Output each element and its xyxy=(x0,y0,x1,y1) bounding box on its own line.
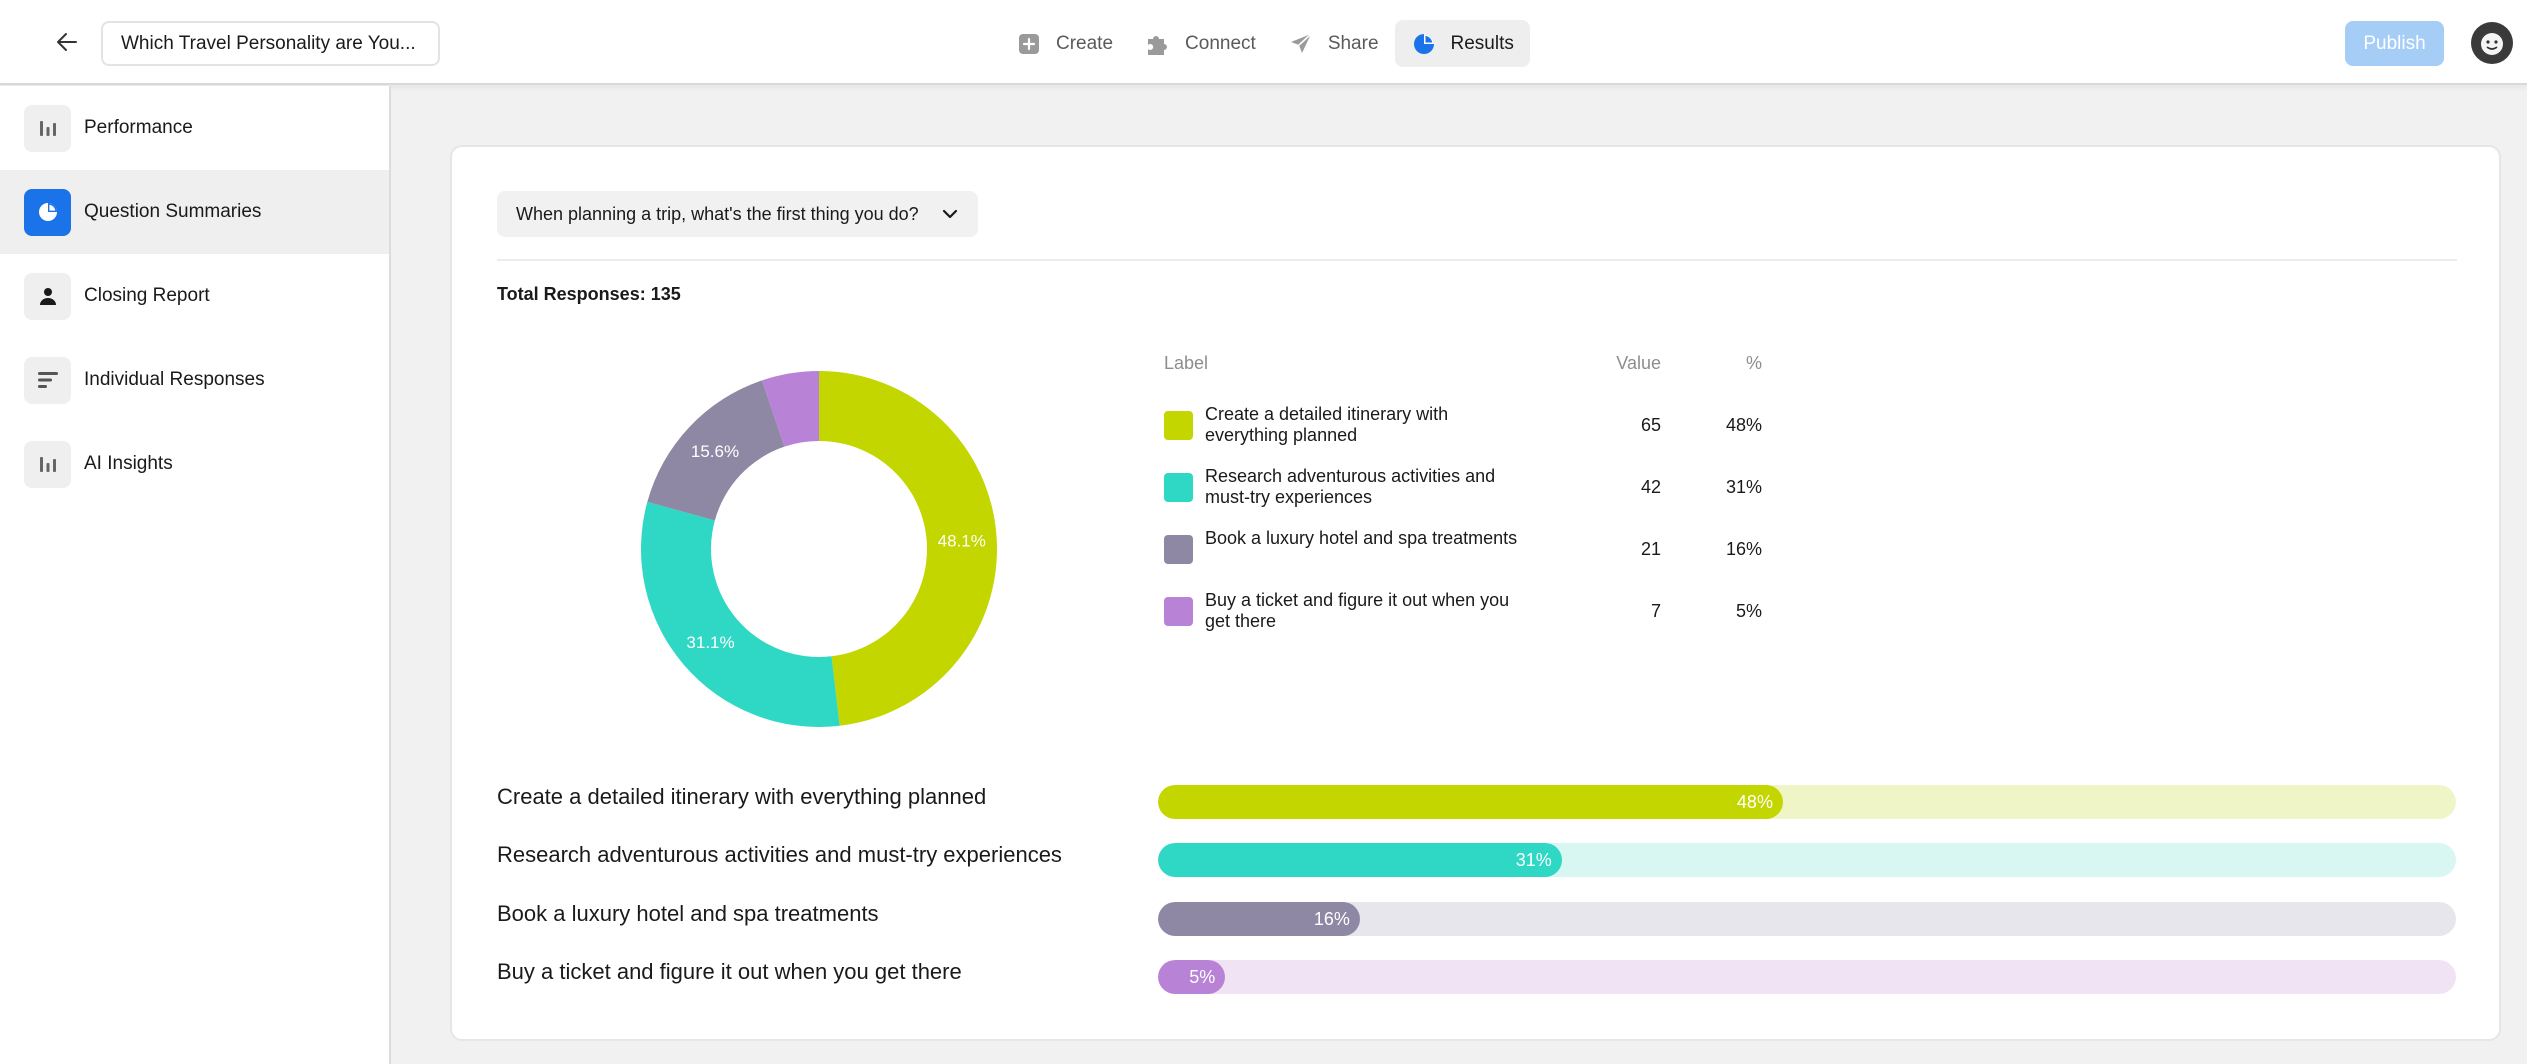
sidebar-item-label: Individual Responses xyxy=(84,369,265,390)
publish-button[interactable]: Publish xyxy=(2345,21,2444,66)
bar-label: Buy a ticket and figure it out when you … xyxy=(497,959,962,984)
legend-header-label: Label xyxy=(1164,353,1209,373)
bar-fill: 31% xyxy=(1158,843,1562,877)
sidebar-item-individual-responses[interactable]: Individual Responses xyxy=(0,338,389,422)
legend-label: Create a detailed itinerary with everyth… xyxy=(1205,404,1449,445)
lines-icon xyxy=(24,356,71,404)
legend-label: Book a luxury hotel and spa treatments xyxy=(1205,528,1518,548)
legend-percent: 48% xyxy=(1725,415,1762,435)
donut-slice xyxy=(647,380,785,521)
question-select-value: When planning a trip, what's the first t… xyxy=(516,203,919,224)
top-nav: Create Connect Share Results xyxy=(1000,20,1530,67)
donut-chart: 48.1% 31.1% 15.6% xyxy=(641,371,997,727)
legend-swatch xyxy=(1164,473,1193,502)
nav-connect-label: Connect xyxy=(1185,32,1256,54)
legend-row: Buy a ticket and figure it out when you … xyxy=(1161,582,1762,642)
legend-value: 42 xyxy=(1640,477,1661,497)
donut-slice-label: 48.1% xyxy=(938,532,986,551)
bar-chart-icon xyxy=(24,440,71,488)
face-icon xyxy=(2481,33,2503,55)
bar-track: 31% xyxy=(1158,843,2456,877)
sidebar-item-closing-report[interactable]: Closing Report xyxy=(0,254,389,338)
donut-slice xyxy=(641,501,840,727)
bar-track: 48% xyxy=(1158,785,2456,819)
donut-slice-label: 15.6% xyxy=(691,442,739,461)
legend-row: Research adventurous activities and must… xyxy=(1161,458,1762,518)
legend-swatch xyxy=(1164,535,1193,564)
donut-slice xyxy=(762,371,819,447)
nav-results-label: Results xyxy=(1450,32,1514,54)
back-button[interactable] xyxy=(47,22,87,62)
nav-create[interactable]: Create xyxy=(1000,20,1129,67)
chevron-down-icon xyxy=(942,209,958,219)
legend-label: Research adventurous activities and must… xyxy=(1205,466,1496,507)
pie-chart-icon xyxy=(1411,31,1437,57)
legend-swatch xyxy=(1164,411,1193,440)
person-icon xyxy=(24,272,71,320)
legend-value: 7 xyxy=(1650,601,1661,621)
puzzle-icon xyxy=(1145,31,1171,57)
legend-percent: 5% xyxy=(1735,601,1762,621)
question-summary-card: When planning a trip, what's the first t… xyxy=(450,145,2501,1041)
bar-chart-icon xyxy=(24,104,71,152)
arrow-left-icon xyxy=(57,33,77,51)
legend-label: Buy a ticket and figure it out when you … xyxy=(1205,590,1510,631)
sidebar-item-label: AI Insights xyxy=(84,453,173,474)
sidebar-item-performance[interactable]: Performance xyxy=(0,86,389,170)
legend-row: Book a luxury hotel and spa treatments 2… xyxy=(1161,520,1762,580)
bar-fill: 16% xyxy=(1158,902,1360,936)
legend-header-percent: % xyxy=(1745,353,1762,373)
bar-track: 5% xyxy=(1158,960,2456,994)
bar-fill: 5% xyxy=(1158,960,1226,994)
sidebar-item-label: Closing Report xyxy=(84,285,210,306)
nav-results[interactable]: Results xyxy=(1394,20,1530,67)
sidebar-item-label: Performance xyxy=(84,117,193,138)
paper-plane-icon xyxy=(1288,31,1314,57)
nav-create-label: Create xyxy=(1056,32,1114,54)
donut-slice-label: 31.1% xyxy=(686,633,734,652)
form-title-input[interactable]: Which Travel Personality are You... xyxy=(101,21,440,66)
top-bar: Which Travel Personality are You... Crea… xyxy=(0,0,2527,85)
question-select[interactable]: When planning a trip, what's the first t… xyxy=(497,191,978,237)
bar-label: Create a detailed itinerary with everyth… xyxy=(497,784,987,809)
sidebar-item-ai-insights[interactable]: AI Insights xyxy=(0,422,389,506)
nav-share[interactable]: Share xyxy=(1272,20,1395,67)
total-responses: Total Responses: 135 xyxy=(497,284,681,304)
sidebar: Performance Question Summaries Closing R… xyxy=(0,86,391,1064)
legend-value: 21 xyxy=(1640,539,1661,559)
plus-square-icon xyxy=(1016,31,1042,57)
sidebar-item-label: Question Summaries xyxy=(84,201,262,222)
bar-track: 16% xyxy=(1158,902,2456,936)
bar-label: Book a luxury hotel and spa treatments xyxy=(497,901,879,926)
avatar[interactable] xyxy=(2471,22,2513,64)
legend-percent: 31% xyxy=(1725,477,1762,497)
legend-percent: 16% xyxy=(1725,539,1762,559)
legend-row: Create a detailed itinerary with everyth… xyxy=(1161,396,1762,456)
donut-slice xyxy=(819,371,997,726)
legend-swatch xyxy=(1164,597,1193,626)
pie-chart-icon xyxy=(24,188,71,236)
sidebar-item-question-summaries[interactable]: Question Summaries xyxy=(0,170,389,254)
bar-label: Research adventurous activities and must… xyxy=(497,842,1062,867)
legend-value: 65 xyxy=(1640,415,1661,435)
nav-share-label: Share xyxy=(1327,32,1379,54)
divider xyxy=(497,259,2457,261)
bar-fill: 48% xyxy=(1158,785,1783,819)
nav-connect[interactable]: Connect xyxy=(1129,20,1272,67)
legend-header-value: Value xyxy=(1616,353,1661,373)
